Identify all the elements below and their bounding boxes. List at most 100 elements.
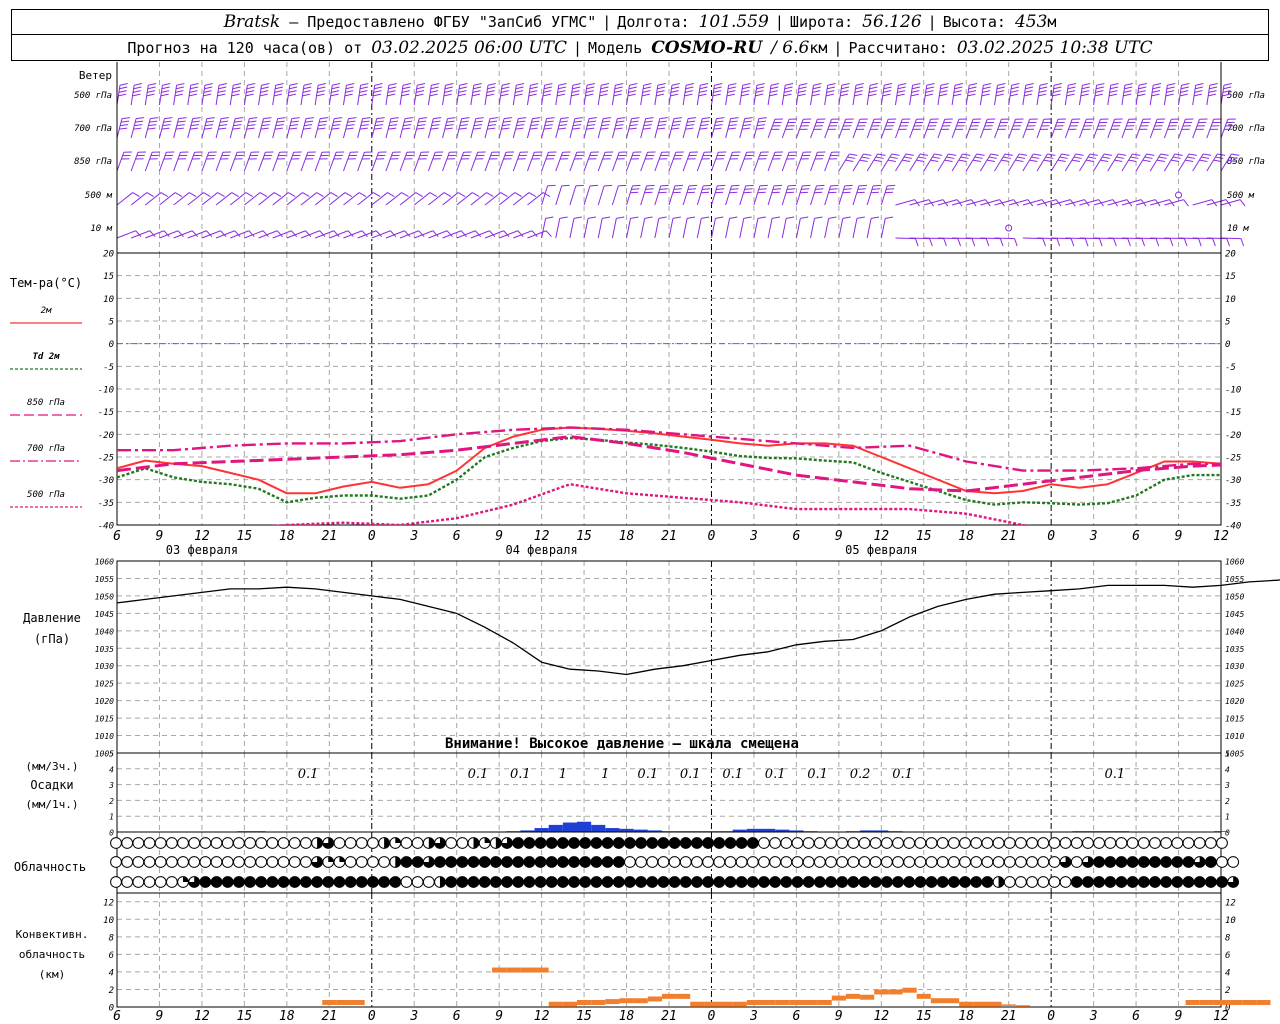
wind-barb-feather [359, 90, 368, 93]
cloud-symbol [277, 837, 290, 849]
wind-barb-feather [800, 191, 809, 194]
cloud-symbol [925, 856, 938, 868]
time-tick-label-bottom: 21 [321, 1009, 337, 1024]
wind-barb-feather [672, 124, 681, 127]
wind-barb-staff [130, 192, 148, 206]
wind-barb-staff [654, 85, 659, 106]
wind-barb-feather [657, 86, 666, 90]
wind-barb-feather [316, 90, 325, 93]
wind-barb-staff [442, 192, 459, 206]
wind-barb-feather [1052, 93, 1061, 97]
cloud-symbol [255, 837, 268, 849]
cloud-symbol [154, 856, 167, 868]
wind-barb-feather [943, 238, 947, 247]
time-tick-label: 6 [453, 529, 461, 544]
wind-barb-feather [870, 191, 879, 194]
cloud-fill [244, 876, 256, 888]
wind-barb-feather [757, 216, 766, 219]
wind-barb-feather [132, 90, 141, 93]
wind-barb-staff [555, 152, 564, 172]
wind-barb-staff [526, 85, 531, 106]
wind-barb-feather [932, 156, 941, 159]
cloud-symbol [110, 837, 122, 849]
wind-barb-feather [262, 230, 269, 237]
wind-barb-feather [742, 86, 751, 90]
wind-barb-staff [682, 118, 689, 139]
wind-barb-feather [728, 82, 737, 86]
wind-barb-staff [300, 85, 305, 106]
wind-barb-feather [783, 93, 792, 97]
wind-barb-feather [291, 117, 300, 120]
wind-barb-feather [473, 127, 482, 130]
cloud-symbol [110, 856, 122, 868]
wind-barb-feather [1195, 82, 1204, 86]
cloud-symbol [132, 837, 145, 849]
wind-barb-feather [702, 188, 711, 190]
wind-barb-feather [815, 188, 824, 190]
wind-barb-staff [272, 230, 292, 239]
wind-barb-feather [546, 117, 555, 120]
wind-barb-feather [742, 82, 751, 86]
cloud-symbol [165, 856, 178, 868]
wind-barb-staff [795, 85, 800, 106]
time-tick-label: 0 [708, 529, 716, 544]
cloud-fill [412, 856, 424, 868]
wind-barb-feather [960, 156, 969, 159]
cloud-fill [1194, 856, 1206, 868]
cloud-symbol [679, 856, 692, 868]
wind-barb-feather [248, 230, 255, 237]
wind-barb-feather [589, 184, 599, 187]
wind-barb-feather [855, 86, 864, 90]
wind-barb-feather [986, 159, 996, 163]
wind-barb-feather [347, 120, 356, 123]
wind-barb-staff [399, 192, 417, 206]
wind-barb-staff [456, 118, 463, 139]
wind-barb-feather [1223, 86, 1232, 90]
conv-title-1: Конвективн. [16, 928, 89, 941]
wind-barb-staff [1093, 153, 1105, 172]
pressure-y-tick-left: 1025 [95, 680, 114, 689]
wind-barb-feather [135, 120, 144, 123]
cloud-symbol [1037, 856, 1050, 868]
cloud-symbol [903, 837, 916, 849]
cloud-symbol [668, 856, 681, 868]
wind-barb-staff [1206, 153, 1218, 172]
cloud-symbol [121, 837, 134, 849]
wind-barb-feather [1165, 93, 1174, 97]
wind-barb-feather [1114, 159, 1123, 163]
wind-barb-feather [488, 120, 498, 123]
wind-barb-feather [1183, 199, 1189, 207]
wind-barb-staff [357, 230, 377, 239]
wind-barb-feather [905, 153, 914, 156]
wind-barb-staff [1008, 119, 1017, 139]
cloud-symbol [836, 837, 849, 849]
wind-barb-feather [303, 127, 312, 130]
wind-barb-feather [1201, 156, 1210, 159]
wind-barb-staff [838, 85, 843, 106]
wind-barb-staff [668, 118, 675, 139]
day-label: 03 февраля [166, 543, 238, 557]
wind-barb-staff [1079, 199, 1099, 206]
cloud-fill [613, 837, 625, 849]
wind-barb-feather [561, 184, 570, 187]
wind-barb-staff [611, 218, 617, 239]
wind-barb-feather [588, 120, 597, 123]
wind-barb-feather [446, 120, 455, 123]
wind-barb-feather [415, 192, 423, 198]
wind-barb-feather [601, 82, 610, 86]
time-tick-label-bottom: 15 [576, 1009, 592, 1024]
wind-barb-feather [330, 93, 339, 97]
wind-barb-feather [178, 117, 187, 120]
wind-barb-feather [542, 192, 551, 198]
wind-barb-staff [767, 185, 775, 206]
wind-barb-feather [132, 192, 140, 198]
time-tick-label-bottom: 18 [279, 1009, 295, 1024]
wind-barb-feather [1124, 82, 1133, 86]
wind-barb-staff [144, 192, 162, 206]
wind-barb-staff [838, 119, 847, 139]
convective-bar [817, 999, 832, 1005]
temp-y-tick-left: 5 [109, 318, 114, 328]
cloud-symbol [947, 856, 960, 868]
header-location-bar: Bratsk — Предоставлено ФГБУ "ЗапСиб УГМС… [11, 9, 1269, 35]
wind-barb-feather [812, 86, 821, 90]
